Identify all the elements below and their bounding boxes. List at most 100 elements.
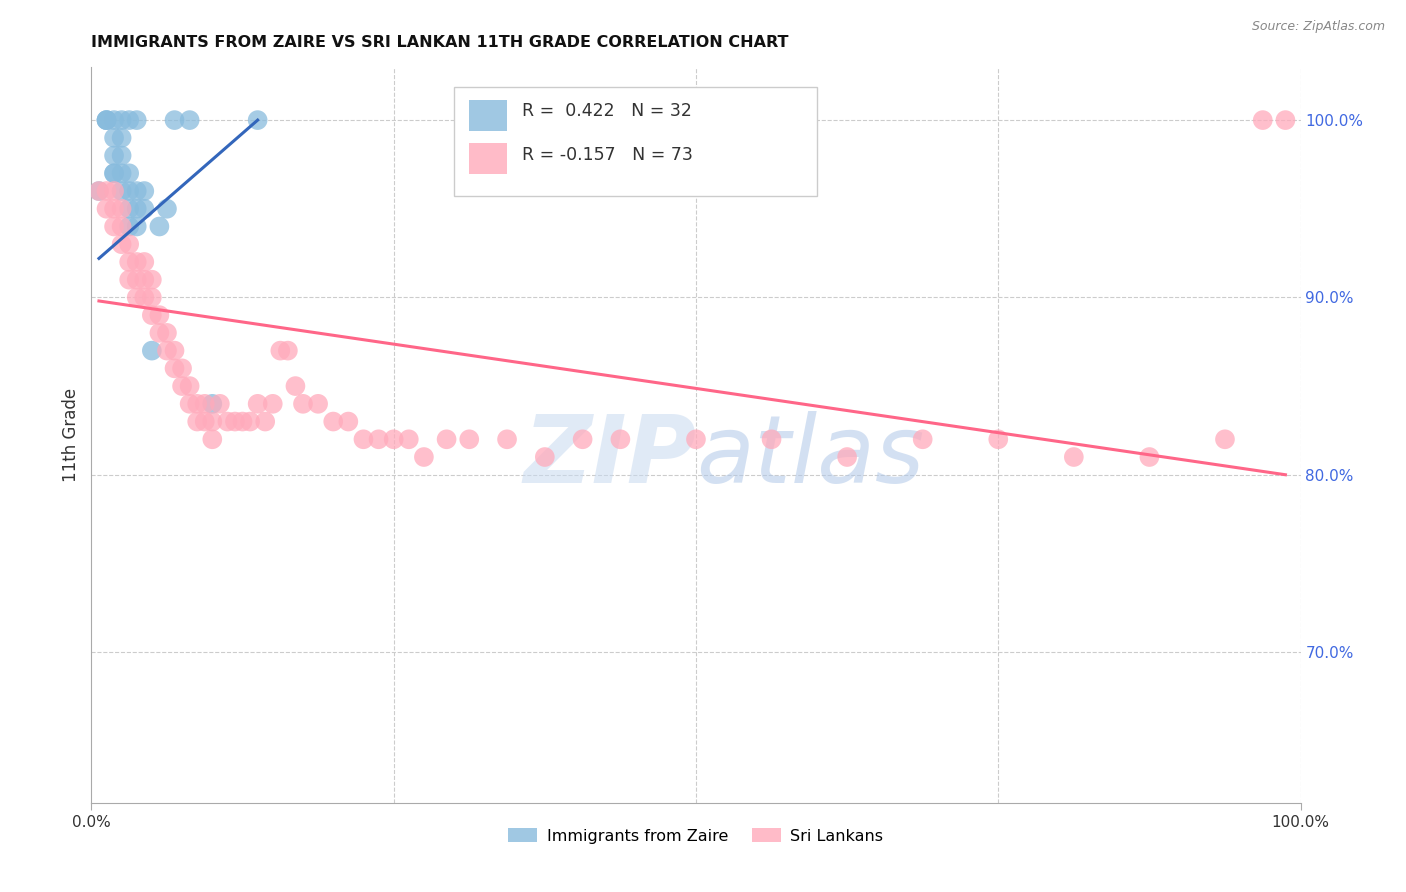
Point xyxy=(125,255,148,269)
Point xyxy=(96,184,118,198)
Point xyxy=(1274,113,1296,128)
Point xyxy=(571,432,593,446)
Point xyxy=(125,273,148,287)
Point xyxy=(125,290,148,304)
Point xyxy=(382,432,405,446)
Point xyxy=(148,308,170,322)
Text: R =  0.422   N = 32: R = 0.422 N = 32 xyxy=(522,102,692,120)
Point xyxy=(254,415,277,429)
Point xyxy=(208,397,231,411)
Point xyxy=(367,432,389,446)
Point xyxy=(352,432,374,446)
Point xyxy=(141,290,163,304)
Point xyxy=(103,166,125,180)
Point xyxy=(284,379,307,393)
Point xyxy=(134,273,156,287)
Point xyxy=(413,450,436,464)
Text: IMMIGRANTS FROM ZAIRE VS SRI LANKAN 11TH GRADE CORRELATION CHART: IMMIGRANTS FROM ZAIRE VS SRI LANKAN 11TH… xyxy=(91,36,789,51)
Point xyxy=(96,113,118,128)
Point xyxy=(141,273,163,287)
Point xyxy=(239,415,262,429)
Point xyxy=(125,202,148,216)
Point xyxy=(269,343,291,358)
Point xyxy=(533,450,555,464)
Point xyxy=(292,397,315,411)
Point xyxy=(1139,450,1161,464)
Point xyxy=(118,113,141,128)
Point xyxy=(217,415,239,429)
Point xyxy=(163,361,186,376)
Legend: Immigrants from Zaire, Sri Lankans: Immigrants from Zaire, Sri Lankans xyxy=(502,822,890,850)
Point xyxy=(835,450,858,464)
Point xyxy=(307,397,329,411)
Point xyxy=(118,255,141,269)
Point xyxy=(201,415,224,429)
Point xyxy=(609,432,631,446)
Point xyxy=(1213,432,1236,446)
FancyBboxPatch shape xyxy=(468,143,508,174)
Point xyxy=(496,432,519,446)
Point xyxy=(96,202,118,216)
Point xyxy=(172,361,194,376)
Point xyxy=(87,184,110,198)
Point xyxy=(118,166,141,180)
Point xyxy=(156,343,179,358)
Point xyxy=(322,415,344,429)
Point xyxy=(111,219,132,234)
Point xyxy=(201,397,224,411)
Point xyxy=(87,184,110,198)
Point xyxy=(103,184,125,198)
Point xyxy=(111,166,132,180)
Text: atlas: atlas xyxy=(696,411,924,502)
Point xyxy=(156,326,179,340)
Point xyxy=(163,343,186,358)
Point xyxy=(125,219,148,234)
FancyBboxPatch shape xyxy=(468,100,508,131)
Point xyxy=(103,202,125,216)
Point xyxy=(111,131,132,145)
Point xyxy=(148,219,170,234)
Point xyxy=(1063,450,1085,464)
Point xyxy=(186,397,208,411)
Point xyxy=(134,290,156,304)
Point xyxy=(194,415,217,429)
Point xyxy=(458,432,481,446)
Point xyxy=(103,113,125,128)
Point xyxy=(103,148,125,162)
Point xyxy=(103,219,125,234)
Point xyxy=(118,237,141,252)
Point xyxy=(179,113,201,128)
FancyBboxPatch shape xyxy=(454,87,817,195)
Text: ZIP: ZIP xyxy=(523,411,696,503)
Point xyxy=(118,184,141,198)
Point xyxy=(96,113,118,128)
Point xyxy=(134,184,156,198)
Text: R = -0.157   N = 73: R = -0.157 N = 73 xyxy=(522,146,693,164)
Point xyxy=(398,432,420,446)
Point xyxy=(118,273,141,287)
Point xyxy=(277,343,299,358)
Point xyxy=(118,219,141,234)
Point xyxy=(103,166,125,180)
Point xyxy=(685,432,707,446)
Point xyxy=(156,202,179,216)
Point xyxy=(201,432,224,446)
Point xyxy=(111,184,132,198)
Point xyxy=(911,432,934,446)
Point xyxy=(111,237,132,252)
Point xyxy=(231,415,253,429)
Point xyxy=(103,131,125,145)
Point xyxy=(172,379,194,393)
Point xyxy=(186,415,208,429)
Point xyxy=(246,113,269,128)
Point xyxy=(134,255,156,269)
Point xyxy=(436,432,458,446)
Point xyxy=(224,415,246,429)
Point xyxy=(141,308,163,322)
Point xyxy=(246,397,269,411)
Point xyxy=(148,326,170,340)
Point xyxy=(96,113,118,128)
Y-axis label: 11th Grade: 11th Grade xyxy=(62,388,80,482)
Point xyxy=(111,148,132,162)
Point xyxy=(125,113,148,128)
